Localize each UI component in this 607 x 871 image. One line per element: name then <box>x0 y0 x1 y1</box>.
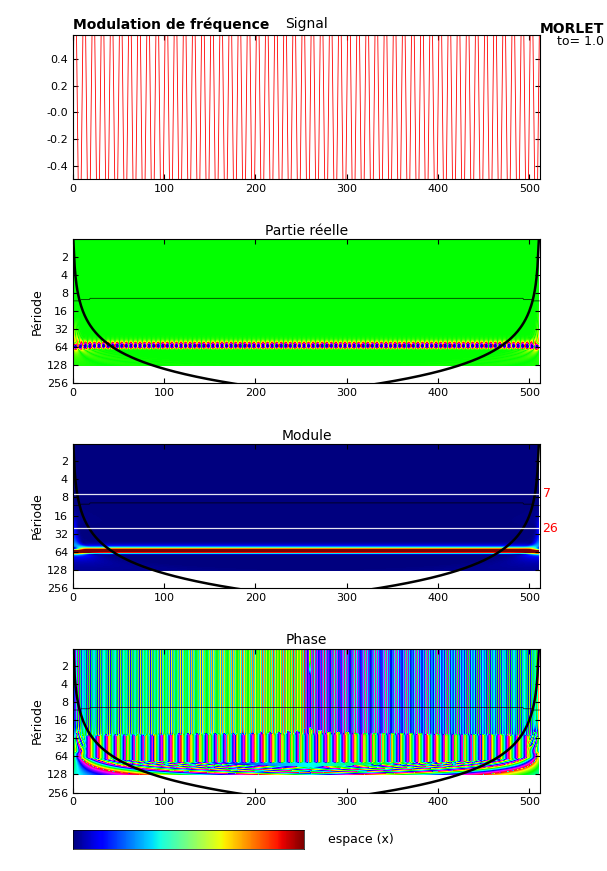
Title: Module: Module <box>281 429 332 442</box>
Title: Signal: Signal <box>285 17 328 30</box>
Text: espace (x): espace (x) <box>328 834 393 846</box>
Text: 7: 7 <box>543 488 551 501</box>
Title: Partie réelle: Partie réelle <box>265 224 348 239</box>
Text: to= 1.0: to= 1.0 <box>557 35 604 48</box>
Text: Modulation de fréquence: Modulation de fréquence <box>73 17 270 32</box>
Text: 26: 26 <box>543 522 558 535</box>
Text: MORLET: MORLET <box>540 22 604 36</box>
Y-axis label: Période: Période <box>31 288 44 334</box>
Y-axis label: Période: Période <box>31 493 44 539</box>
Y-axis label: Période: Période <box>31 697 44 744</box>
Title: Phase: Phase <box>286 633 327 647</box>
